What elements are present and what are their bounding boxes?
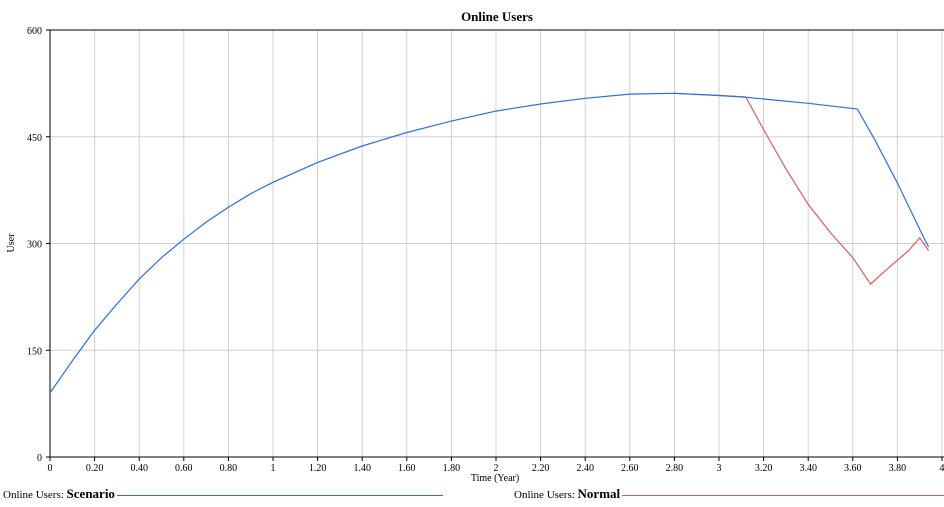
legend-item-normal: Online Users: Normal bbox=[514, 486, 944, 502]
x-tick-label: 1.40 bbox=[353, 463, 371, 474]
x-axis-label: Time (Year) bbox=[471, 473, 519, 484]
x-tick-label: 2.40 bbox=[576, 463, 594, 474]
x-tick-label: 1.80 bbox=[443, 463, 461, 474]
legend-prefix: Online Users: bbox=[514, 489, 578, 501]
x-tick-label: 3.80 bbox=[889, 463, 907, 474]
x-tick-label: 1.20 bbox=[309, 463, 327, 474]
x-tick-label: 2.20 bbox=[532, 463, 550, 474]
x-tick-label: 2.60 bbox=[621, 463, 639, 474]
x-tick-label: 1.60 bbox=[398, 463, 416, 474]
grid-lines bbox=[50, 30, 944, 457]
legend-series-name: Scenario bbox=[67, 486, 115, 501]
y-tick-label: 0 bbox=[37, 453, 42, 464]
y-tick-label: 300 bbox=[27, 240, 42, 251]
x-tick-label: 3.60 bbox=[844, 463, 862, 474]
x-tick-label: 0.80 bbox=[220, 463, 238, 474]
x-tick-label: 0 bbox=[48, 463, 53, 474]
y-tick-label: 150 bbox=[27, 346, 42, 357]
legend-prefix: Online Users: bbox=[3, 489, 67, 501]
legend-item-scenario: Online Users: Scenario bbox=[3, 486, 443, 502]
x-tick-label: 3 bbox=[717, 463, 722, 474]
axis-ticks: 0 0.20 0.40 0.60 0.80 1 1.20 1.40 1.60 1.80 2 2.20 2… bbox=[27, 26, 944, 474]
y-tick-label: 600 bbox=[27, 26, 42, 37]
x-tick-label: 2.80 bbox=[666, 463, 684, 474]
y-tick-label: 450 bbox=[27, 133, 42, 144]
legend-swatch-normal bbox=[622, 495, 944, 496]
y-axis-label: User bbox=[6, 233, 17, 253]
chart-title: Online Users bbox=[461, 9, 533, 24]
legend-series-name: Normal bbox=[578, 486, 621, 501]
x-tick-label: 3.20 bbox=[755, 463, 773, 474]
x-tick-label: 1 bbox=[271, 463, 276, 474]
legend-swatch-scenario bbox=[117, 495, 443, 496]
x-tick-label: 3.40 bbox=[799, 463, 817, 474]
x-tick-label: 4 bbox=[940, 463, 944, 474]
x-tick-label: 0.20 bbox=[86, 463, 104, 474]
series-line-normal bbox=[674, 93, 928, 284]
x-tick-label: 0.40 bbox=[130, 463, 148, 474]
x-tick-label: 2 bbox=[494, 463, 499, 474]
x-tick-label: 0.60 bbox=[175, 463, 193, 474]
